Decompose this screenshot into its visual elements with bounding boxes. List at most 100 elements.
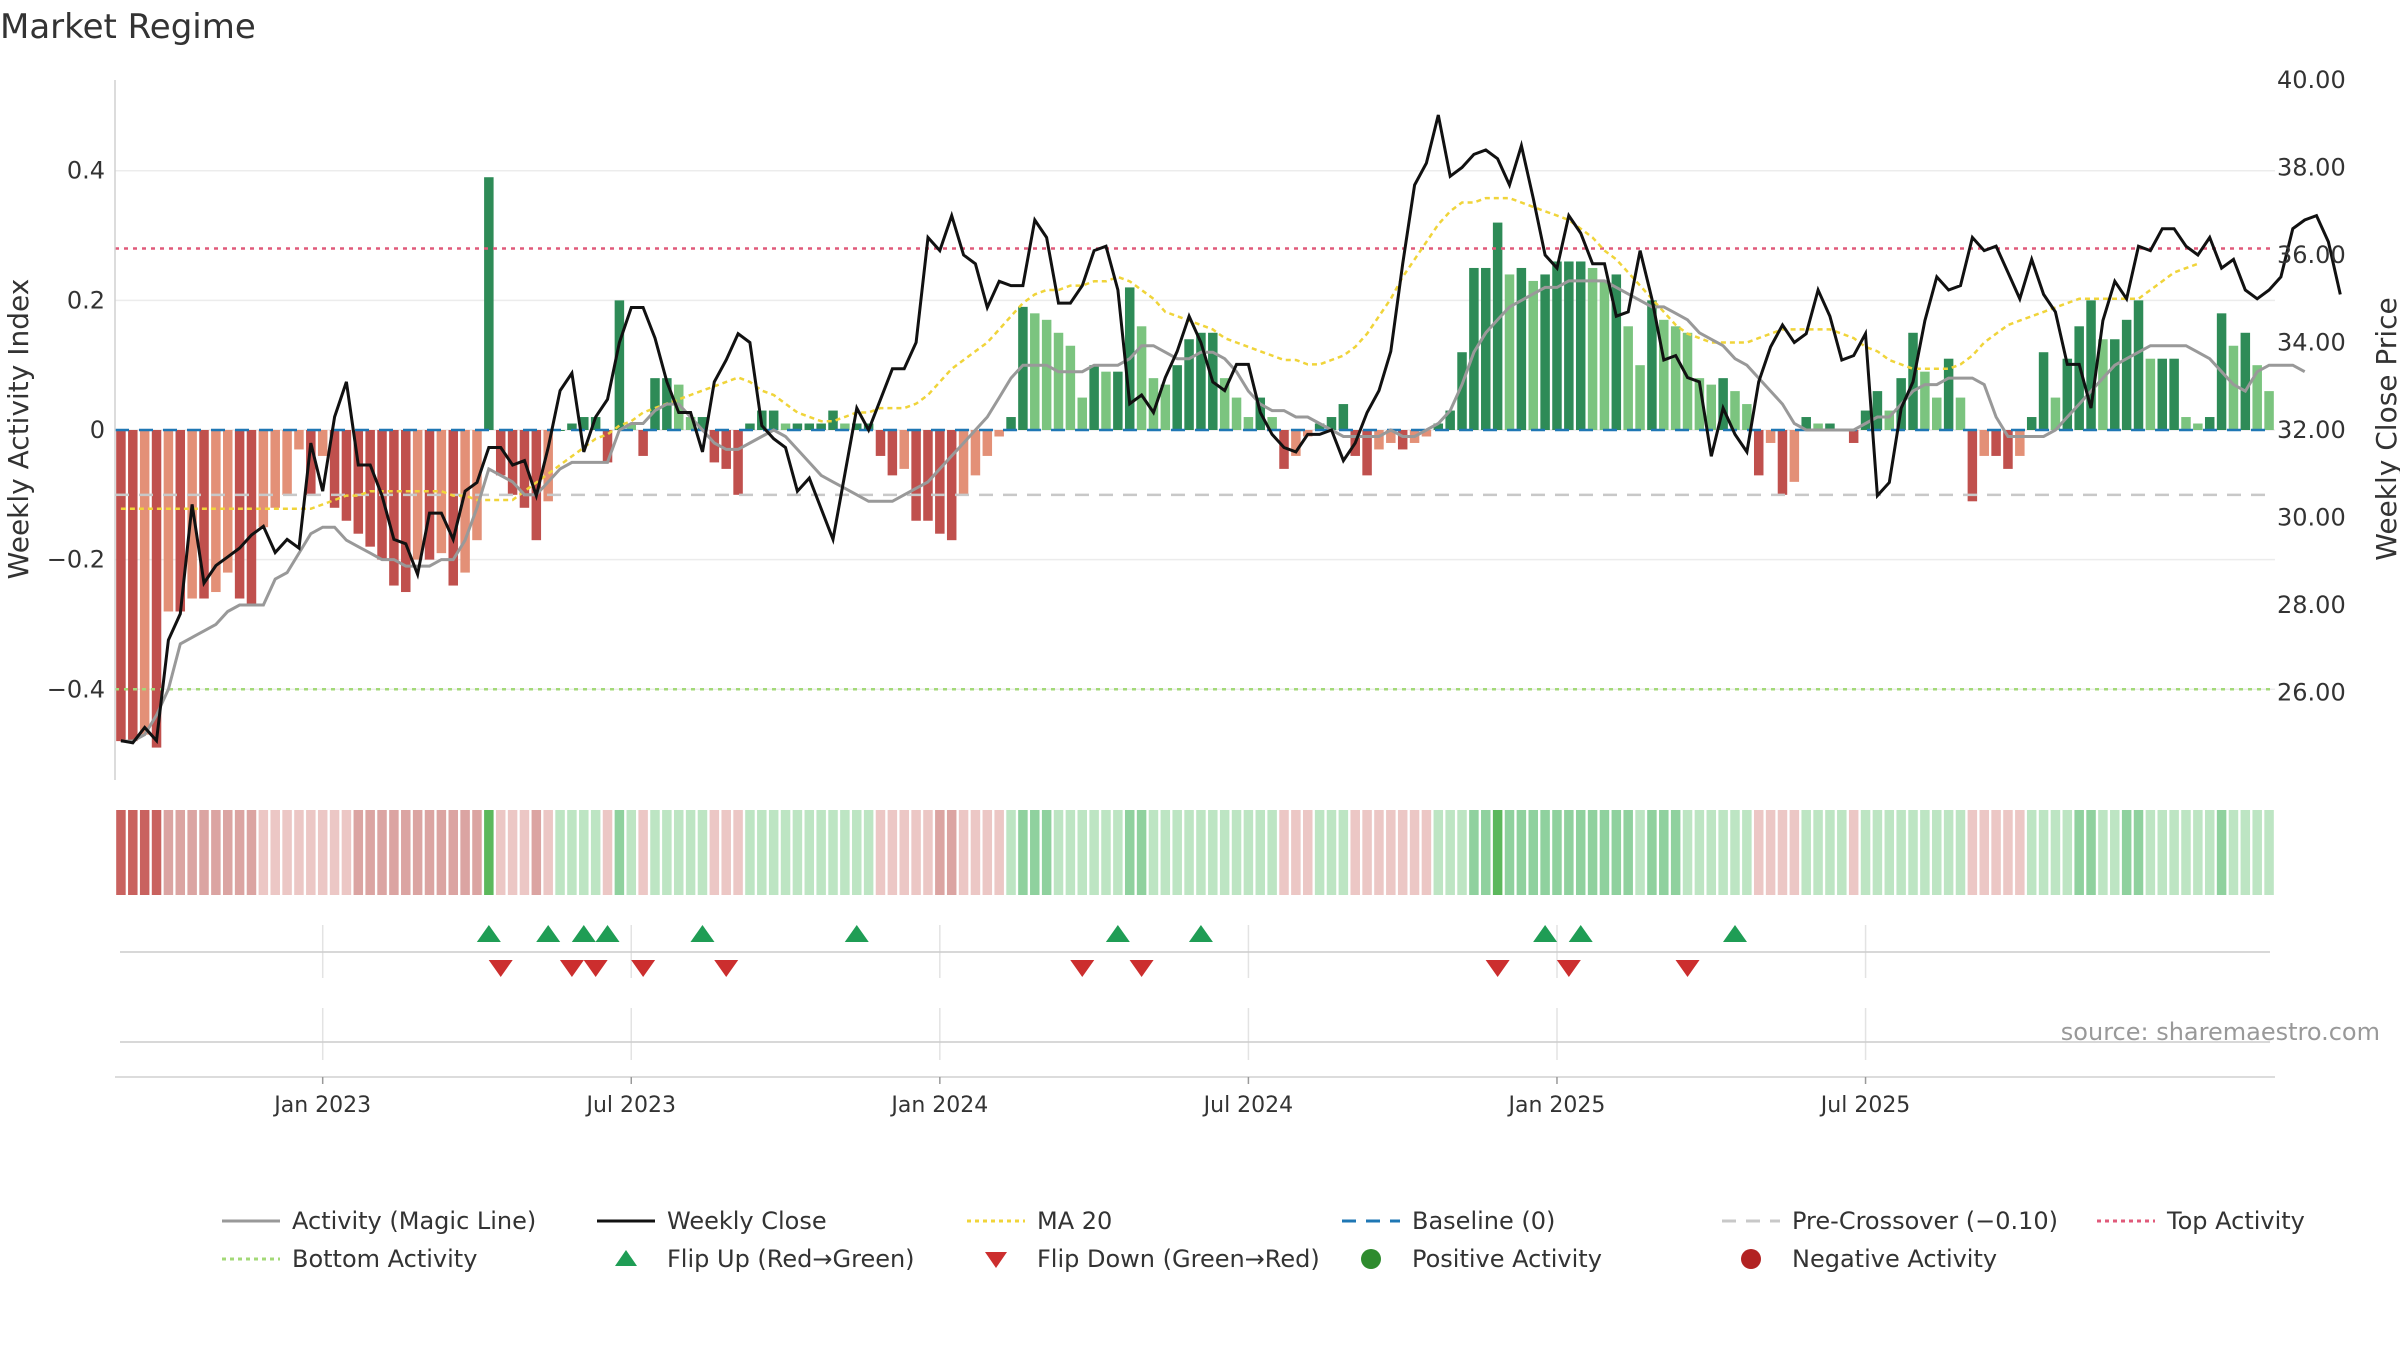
- regime-cell: [519, 810, 530, 895]
- regime-cell: [1041, 810, 1052, 895]
- y-left-tick-label: 0.2: [67, 286, 105, 314]
- regime-cell: [958, 810, 969, 895]
- activity-bar: [2086, 300, 2096, 430]
- activity-bar: [2121, 319, 2132, 430]
- regime-cell: [116, 810, 126, 895]
- regime-cell: [2121, 810, 2132, 895]
- regime-cell: [1006, 810, 1016, 895]
- regime-cell: [1943, 810, 1954, 895]
- activity-bar: [697, 417, 708, 430]
- regime-cell: [1362, 810, 1372, 895]
- regime-cell: [1148, 810, 1159, 895]
- regime-cell: [163, 810, 174, 895]
- activity-bar: [329, 430, 340, 508]
- regime-cell: [1374, 810, 1384, 895]
- regime-cell: [1872, 810, 1883, 895]
- flip-markers: [120, 925, 2270, 1043]
- y-right-tick-label: 38.00: [2277, 154, 2346, 182]
- activity-bar: [258, 430, 269, 528]
- flip-down-marker: [488, 960, 513, 977]
- activity-bar: [1706, 384, 1717, 430]
- regime-cell: [543, 810, 553, 895]
- activity-bar: [1848, 430, 1859, 443]
- activity-bar: [2015, 430, 2025, 456]
- regime-cell: [1445, 810, 1455, 895]
- activity-bar: [1718, 378, 1728, 430]
- regime-cell: [2193, 810, 2203, 895]
- y-right-tick-label: 26.00: [2277, 679, 2346, 707]
- activity-bar: [495, 430, 506, 476]
- regime-cell: [1908, 810, 1918, 895]
- activity-bar: [982, 430, 993, 456]
- regime-cell: [531, 810, 542, 895]
- regime-cell: [1753, 810, 1764, 895]
- activity-bar: [1445, 410, 1455, 430]
- legend-item: Bottom Activity: [220, 1242, 477, 1276]
- regime-cell: [2204, 810, 2215, 895]
- legend-item: Flip Down (Green→Red): [965, 1242, 1320, 1276]
- regime-cell: [1896, 810, 1906, 895]
- activity-bar: [2026, 417, 2037, 430]
- flip-up-marker: [595, 925, 620, 942]
- activity-bar: [935, 430, 945, 534]
- regime-cell: [401, 810, 411, 895]
- activity-bar: [1314, 423, 1325, 430]
- activity-bar: [1967, 430, 1978, 502]
- regime-cell: [353, 810, 364, 895]
- regime-cell: [187, 810, 197, 895]
- regime-cell: [2252, 810, 2262, 895]
- regime-cell: [1575, 810, 1586, 895]
- legend-item: Activity (Magic Line): [220, 1204, 536, 1238]
- activity-bar: [1006, 417, 1016, 430]
- activity-bar: [840, 423, 850, 430]
- regime-cell: [590, 810, 601, 895]
- regime-cell: [780, 810, 791, 895]
- regime-cell: [1540, 810, 1550, 895]
- activity-bar: [472, 430, 482, 541]
- weekly-close-line: [120, 114, 2342, 745]
- flip-up-marker: [844, 925, 869, 942]
- activity-bar: [1670, 326, 1681, 430]
- activity-bar: [2110, 339, 2120, 430]
- regime-cell: [1231, 810, 1242, 895]
- activity-bar: [923, 430, 933, 521]
- regime-cell: [697, 810, 708, 895]
- regime-cell: [1837, 810, 1847, 895]
- regime-cell: [2169, 810, 2179, 895]
- activity-bar: [1587, 267, 1598, 430]
- legend-circle-icon: [1361, 1249, 1381, 1269]
- activity-bar: [1801, 417, 1811, 430]
- regime-cell: [792, 810, 803, 895]
- regime-cell: [1326, 810, 1337, 895]
- activity-bar: [246, 430, 257, 605]
- regime-cell: [1018, 810, 1028, 895]
- regime-cell: [1801, 810, 1811, 895]
- activity-bar: [1564, 261, 1574, 430]
- regime-cell: [329, 810, 340, 895]
- regime-cell: [1682, 810, 1693, 895]
- activity-bar: [1279, 430, 1289, 469]
- series-lines: [120, 114, 2342, 745]
- flip-down-marker: [1485, 960, 1510, 977]
- regime-cell: [448, 810, 458, 895]
- activity-bar: [151, 430, 162, 748]
- regime-cell: [1101, 810, 1111, 895]
- activity-bar: [1196, 332, 1206, 430]
- activity-bar: [1932, 397, 1942, 430]
- regime-cell: [1564, 810, 1574, 895]
- activity-bar: [484, 177, 494, 430]
- regime-cell: [1825, 810, 1835, 895]
- regime-cell: [650, 810, 660, 895]
- activity-bar: [875, 430, 886, 456]
- regime-cell: [495, 810, 506, 895]
- regime-cell: [1611, 810, 1622, 895]
- regime-cell: [911, 810, 921, 895]
- activity-bar: [1338, 404, 1349, 430]
- legend-item: Positive Activity: [1340, 1242, 1602, 1276]
- legend-item: Pre-Crossover (−0.10): [1720, 1204, 2058, 1238]
- activity-bar: [2038, 352, 2049, 430]
- x-tick-label: Jul 2024: [1202, 1093, 1294, 1118]
- activity-bar: [733, 430, 743, 495]
- legend-label: Bottom Activity: [292, 1245, 478, 1273]
- activity-bar: [1457, 352, 1467, 430]
